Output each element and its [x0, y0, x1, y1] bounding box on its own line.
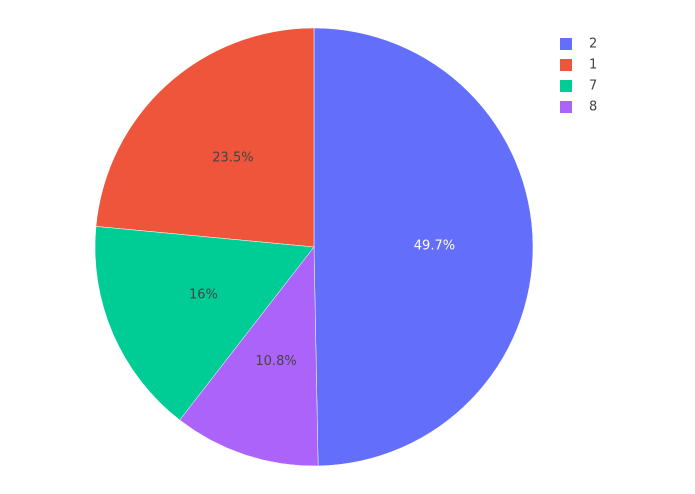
- legend-swatch: [560, 101, 572, 113]
- pie-slice: [179, 246, 319, 467]
- legend-label: 8: [589, 100, 597, 115]
- slice-label: 16%: [189, 287, 218, 302]
- legend-swatch: [560, 80, 572, 92]
- legend-swatch: [560, 59, 572, 71]
- legend-label: 7: [589, 79, 597, 94]
- legend-label: 2: [589, 37, 597, 52]
- legend-swatch: [560, 38, 572, 50]
- pie-slice: [313, 27, 534, 467]
- slice-label: 23.5%: [212, 150, 253, 165]
- pie-slice: [94, 226, 315, 421]
- slice-label: 10.8%: [255, 354, 296, 369]
- slice-label: 49.7%: [414, 238, 455, 253]
- pie-slice: [95, 27, 315, 248]
- legend-label: 1: [589, 58, 597, 73]
